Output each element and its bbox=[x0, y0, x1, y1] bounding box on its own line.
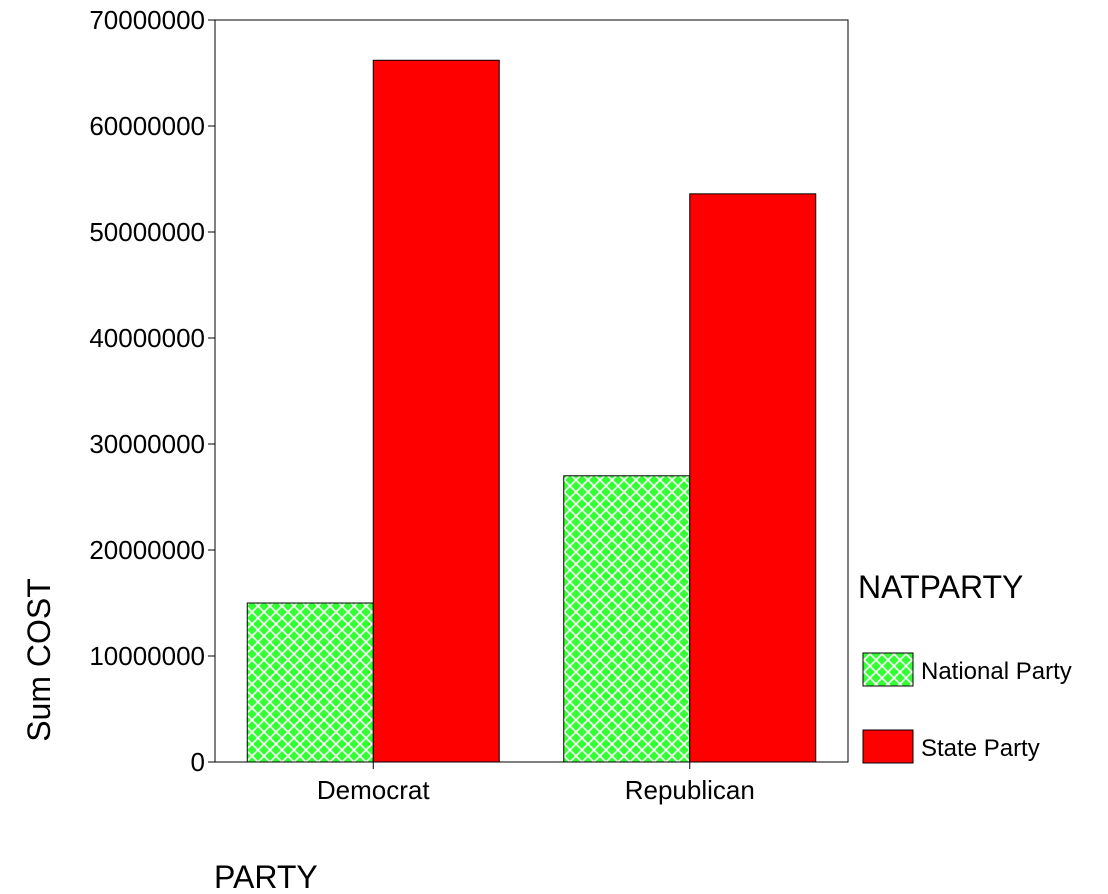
y-tick-label: 10000000 bbox=[89, 641, 205, 671]
y-tick-label: 60000000 bbox=[89, 111, 205, 141]
legend: NATPARTY National Party State Party bbox=[858, 569, 1072, 764]
x-axis: Democrat Republican bbox=[317, 762, 755, 805]
plot-frame bbox=[214, 19, 849, 763]
y-axis-title: Sum COST bbox=[21, 578, 57, 742]
x-tick-label-democrat: Democrat bbox=[317, 775, 430, 805]
y-tick-label: 40000000 bbox=[89, 323, 205, 353]
x-tick-label-republican: Republican bbox=[625, 775, 755, 805]
legend-label-national-party: National Party bbox=[921, 658, 1072, 685]
bars-group bbox=[246, 59, 817, 763]
bar-national-party-democrat bbox=[246, 602, 374, 763]
y-tick-label: 70000000 bbox=[89, 5, 205, 35]
legend-swatch-national-party bbox=[862, 652, 914, 687]
bar-state-party-democrat bbox=[372, 59, 500, 763]
legend-label-state-party: State Party bbox=[921, 735, 1040, 762]
bar-state-party-republican bbox=[689, 193, 817, 763]
legend-swatch-state-party bbox=[862, 729, 914, 764]
y-tick-label: 0 bbox=[191, 747, 205, 777]
y-tick-label: 30000000 bbox=[89, 429, 205, 459]
y-tick-label: 20000000 bbox=[89, 535, 205, 565]
legend-title: NATPARTY bbox=[858, 569, 1023, 605]
x-axis-title: PARTY bbox=[214, 859, 318, 894]
y-axis: 0 10000000 20000000 30000000 40000000 5000000… bbox=[89, 5, 215, 777]
y-tick-label: 50000000 bbox=[89, 217, 205, 247]
bar-national-party-republican bbox=[563, 475, 691, 763]
